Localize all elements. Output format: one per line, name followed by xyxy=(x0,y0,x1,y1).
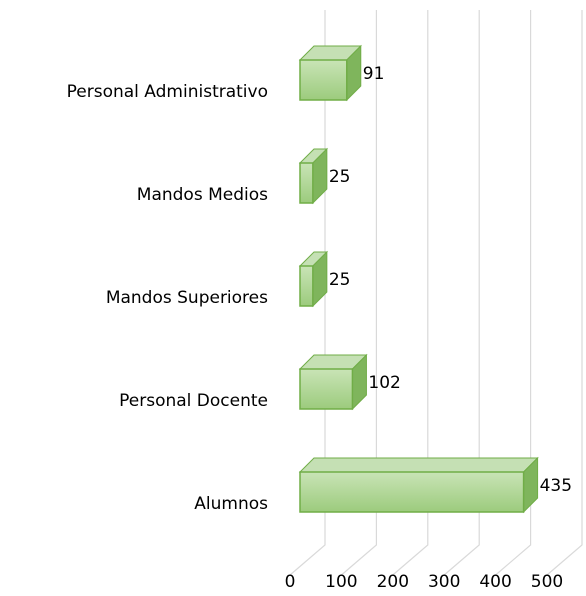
x-tick-label: 500 xyxy=(531,572,563,592)
y-tick-label: Mandos Medios xyxy=(137,185,268,205)
x-tick-label: 200 xyxy=(377,572,409,592)
bar xyxy=(298,44,362,102)
y-tick-label: Personal Docente xyxy=(119,391,268,411)
grid-line xyxy=(341,10,377,576)
bar-front xyxy=(299,368,354,410)
bar xyxy=(298,456,539,514)
grid-line xyxy=(443,10,480,576)
y-tick-label: Mandos Superiores xyxy=(106,288,268,308)
x-tick-label: 100 xyxy=(325,572,357,592)
grid-line xyxy=(392,10,429,576)
data-label: 435 xyxy=(540,476,572,496)
bar-front xyxy=(299,59,348,101)
data-label: 91 xyxy=(363,64,385,84)
grid-line xyxy=(495,10,532,576)
y-tick-label: Personal Administrativo xyxy=(67,82,268,102)
bar-front xyxy=(299,471,525,513)
data-label: 102 xyxy=(368,373,400,393)
x-tick-label: 0 xyxy=(285,572,296,592)
bar-front xyxy=(299,265,314,307)
data-label: 25 xyxy=(329,167,351,187)
bar xyxy=(298,147,329,205)
bar xyxy=(298,353,368,411)
x-tick-label: 300 xyxy=(428,572,460,592)
x-tick-label: 400 xyxy=(479,572,511,592)
data-label: 25 xyxy=(329,270,351,290)
bar-top xyxy=(298,457,539,473)
y-tick-label: Alumnos xyxy=(194,494,268,514)
bar-front xyxy=(299,162,314,204)
bar xyxy=(298,250,329,308)
grid-line xyxy=(546,10,583,576)
